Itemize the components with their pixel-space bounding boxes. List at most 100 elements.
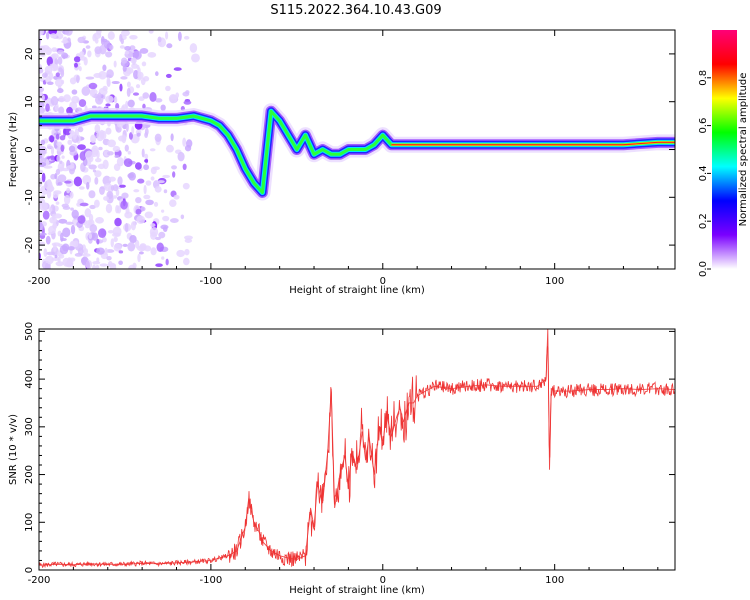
spectrogram-noise-speckle: [180, 214, 185, 220]
spectrogram-noise-speckle: [136, 132, 141, 137]
spectrogram-noise-speckle: [58, 218, 68, 224]
spectrogram-y-tick-label: 10: [24, 95, 35, 108]
spectrogram-noise-speckle: [137, 178, 145, 184]
snr-y-tick-label: 500: [24, 322, 35, 341]
snr-panel: -200 -100 0 100 0 100 200 300 400 500 Height of s…: [8, 322, 676, 596]
spectrogram-noise-speckle: [103, 183, 113, 191]
spectrogram-noise-speckle: [86, 181, 90, 190]
spectrogram-ridge-peak: [391, 141, 675, 146]
spectrogram-noise-speckle: [77, 247, 84, 256]
spectrogram-noise-speckle: [106, 193, 114, 204]
spectrogram-noise-speckle: [46, 56, 53, 67]
spectrogram-noise-speckle: [183, 35, 190, 40]
spectrogram-noise-speckle: [72, 132, 78, 140]
spectrogram-noise-speckle: [184, 248, 190, 256]
spectrogram-noise-speckle: [139, 47, 149, 54]
spectrogram-noise-speckle: [94, 170, 102, 178]
spectrogram-x-tick-label: 0: [380, 276, 386, 287]
spectrogram-noise-speckle: [105, 103, 111, 107]
spectrogram-noise-speckle: [143, 164, 150, 171]
spectrogram-noise-speckle: [135, 208, 142, 215]
spectrogram-noise-speckle: [57, 88, 64, 94]
spectrogram-noise-speckle: [85, 76, 95, 80]
snr-plot-frame: [38, 328, 676, 571]
spectrogram-noise-speckle: [154, 133, 162, 143]
spectrogram-noise-speckle: [140, 206, 146, 212]
spectrogram-noise-speckle: [150, 176, 155, 181]
spectrogram-noise-speckle: [59, 166, 65, 171]
spectrogram-noise-speckle: [60, 232, 64, 242]
spectrogram-noise-speckle: [40, 139, 46, 146]
spectrogram-noise-speckle: [155, 236, 162, 241]
spectrogram-noise-speckle: [45, 262, 49, 269]
spectrogram-noise-speckle: [113, 60, 117, 68]
snr-x-tick-label: 100: [545, 575, 564, 586]
colorbar-tick-label: 0.2: [698, 213, 709, 229]
spectrogram-noise-speckle: [55, 30, 63, 34]
spectrogram-noise-speckle: [78, 99, 87, 107]
spectrogram-noise-speckle: [91, 105, 97, 109]
spectrogram-noise-speckle: [120, 200, 128, 210]
spectrogram-noise-speckle: [110, 238, 115, 248]
spectrogram-noise-speckle: [70, 224, 76, 235]
spectrogram-noise-speckle: [39, 92, 44, 96]
spectrogram-noise-speckle: [169, 199, 177, 208]
spectrogram-noise-speckle: [134, 239, 140, 249]
spectrogram-noise-speckle: [173, 194, 180, 200]
spectrogram-noise-speckle: [57, 174, 67, 183]
spectrogram-noise-speckle: [45, 235, 51, 245]
spectrogram-noise-speckle: [62, 227, 71, 238]
spectrogram-noise-speckle: [46, 81, 54, 85]
spectrogram-noise-speckle: [105, 203, 113, 214]
spectrogram-noise-speckle: [131, 126, 135, 135]
spectrogram-noise-speckle: [95, 217, 104, 224]
spectrogram-noise-speckle: [156, 242, 164, 253]
snr-x-tick-label: -100: [200, 575, 223, 586]
spectrogram-noise-speckle: [56, 147, 62, 152]
spectrogram-noise-speckle: [68, 145, 76, 153]
spectrogram-noise-speckle: [169, 218, 179, 223]
spectrogram-noise-speckle: [88, 164, 97, 170]
spectrogram-noise-speckle: [81, 86, 91, 96]
spectrogram-noise-speckle: [42, 210, 50, 220]
spectrogram-noise-speckle: [144, 127, 149, 136]
spectrogram-noise-speckle: [76, 202, 82, 207]
spectrogram-noise-speckle: [85, 219, 93, 226]
spectrogram-noise-speckle: [57, 256, 61, 264]
spectrogram-noise-speckle: [99, 129, 105, 139]
spectrogram-x-axis-label: Height of straight line (km): [289, 285, 425, 296]
colorbar-tick-label: 0.0: [698, 261, 709, 277]
spectrogram-noise-speckle: [119, 83, 123, 92]
spectrogram-noise-speckle: [121, 192, 129, 199]
spectrogram-noise-speckle: [127, 242, 136, 252]
spectrogram-noise-speckle: [160, 104, 166, 111]
spectrogram-noise-speckle: [158, 231, 166, 239]
spectrogram-noise-speckle: [103, 196, 109, 201]
spectrogram-noise-speckle: [92, 264, 96, 269]
spectrogram-noise-speckle: [77, 126, 84, 133]
spectrogram-noise-speckle: [71, 89, 78, 95]
spectrogram-noise-speckle: [155, 71, 159, 77]
spectrogram-x-tick-label: -100: [200, 276, 223, 287]
spectrogram-noise-speckle: [129, 235, 137, 244]
spectrogram-noise-speckle: [122, 65, 127, 72]
spectrogram-noise-speckle: [39, 36, 42, 46]
spectrogram-noise-speckle: [165, 144, 174, 153]
spectrogram-noise-speckle: [94, 177, 99, 185]
spectrogram-noise-speckle: [144, 159, 149, 163]
spectrogram-noise-speckle: [191, 53, 200, 63]
spectrogram-noise-speckle: [137, 253, 141, 263]
spectrogram-noise-speckle: [53, 139, 58, 149]
spectrogram-noise-speckle: [70, 207, 74, 211]
spectrogram-noise-speckle: [122, 243, 128, 247]
spectrogram-noise-speckle: [133, 69, 139, 80]
figure-title: S115.2022.364.10.43.G09: [270, 3, 441, 18]
spectrogram-noise-speckle: [95, 264, 100, 269]
spectrogram-noise-speckle: [99, 263, 108, 267]
spectrogram-noise-speckle: [84, 224, 91, 229]
spectrogram-noise-speckle: [71, 209, 79, 219]
spectrogram-noise-speckle: [157, 42, 162, 47]
spectrogram-noise-speckle: [94, 199, 100, 208]
